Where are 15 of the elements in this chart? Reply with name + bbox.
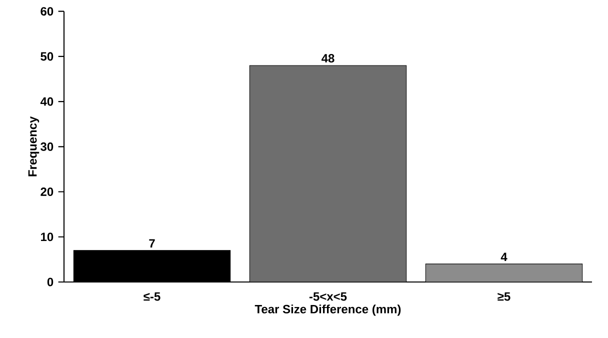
x-axis-title: Tear Size Difference (mm) (254, 304, 401, 316)
y-tick-label: 60 (40, 7, 54, 16)
y-tick-label: 50 (40, 52, 54, 61)
data-label: 48 (322, 54, 334, 63)
y-tick-label: 0 (47, 278, 54, 286)
y-tick-label: 20 (40, 188, 54, 196)
data-label: 7 (149, 239, 155, 248)
y-tick-label: 40 (40, 97, 54, 106)
y-tick-label: 10 (41, 232, 54, 242)
y-tick-label: 30 (40, 142, 54, 151)
x-tick-label: -5<x<5 (309, 292, 347, 301)
x-tick-label: ≥5 (498, 292, 510, 301)
data-label: 4 (500, 252, 508, 262)
x-tick-label: ≤-5 (144, 292, 160, 301)
y-axis-title: Frequency (28, 116, 40, 176)
